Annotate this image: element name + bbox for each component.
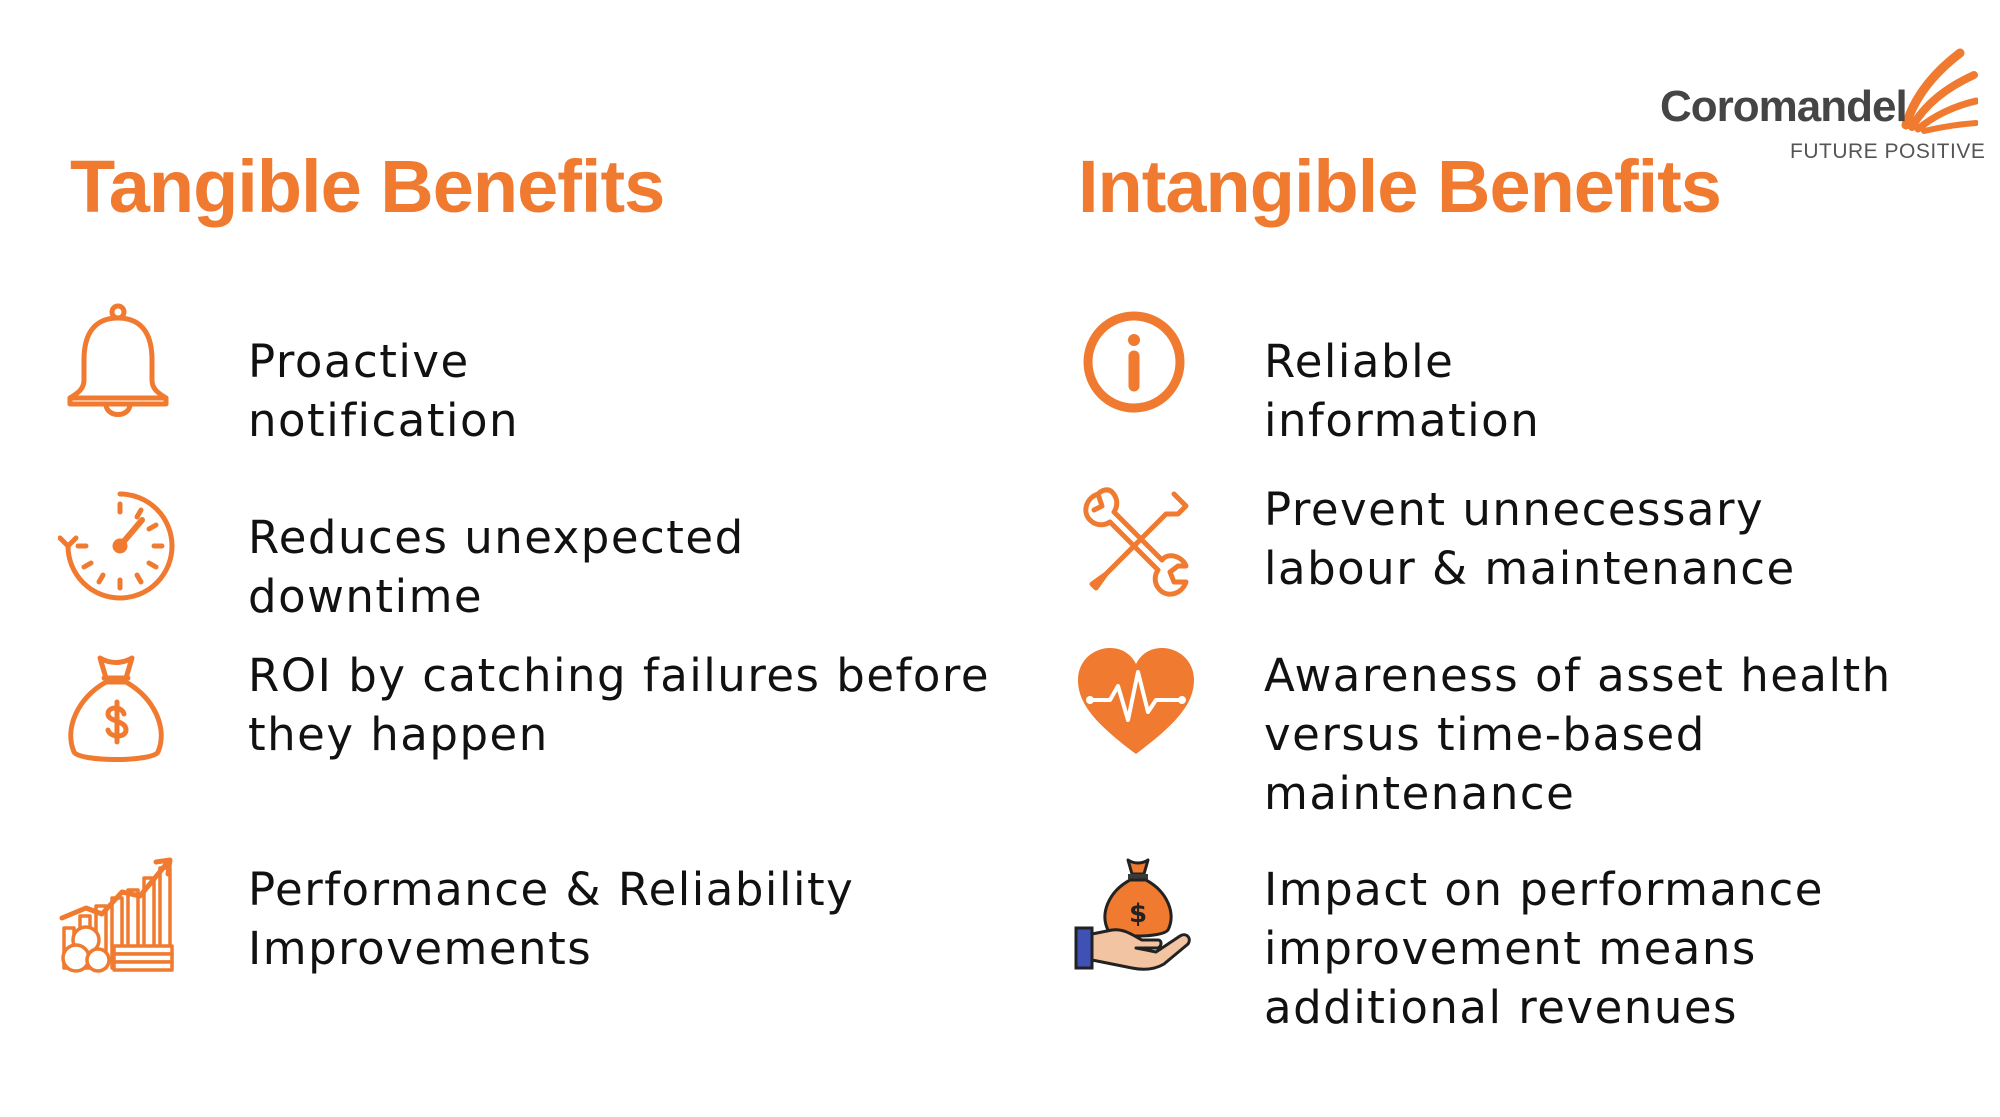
logo-wordmark: Coromandel (1660, 82, 1908, 131)
heart-pulse-icon (1076, 642, 1196, 762)
wrench-screwdriver-icon (1076, 484, 1196, 604)
growth-chart-coins-icon (56, 856, 176, 976)
benefit-roi-catching-failures: ROI by catching failures before they hap… (248, 649, 991, 761)
bell-icon (58, 302, 178, 422)
stopwatch-icon (58, 486, 178, 606)
benefit-reduces-downtime: Reduces unexpected downtime (248, 511, 745, 623)
sunrise-rays-icon (1901, 48, 1978, 134)
money-bag-icon (56, 648, 176, 768)
benefit-asset-health-awareness: Awareness of asset health versus time-ba… (1264, 649, 1892, 820)
benefit-prevent-labour: Prevent unnecessary labour & maintenance (1264, 483, 1796, 595)
intangible-benefits-heading: Intangible Benefits (1078, 145, 1722, 228)
logo-tagline: FUTURE POSITIVE (1790, 140, 1986, 163)
benefit-impact-revenues: Impact on performance improvement means … (1264, 863, 1824, 1034)
tangible-benefits-heading: Tangible Benefits (70, 145, 665, 228)
svg-text:$: $ (1129, 899, 1147, 929)
hand-money-bag-icon: $ (1072, 856, 1192, 976)
info-icon (1074, 302, 1194, 422)
benefit-performance-reliability: Performance & Reliability Improvements (248, 863, 855, 975)
coromandel-logo: Coromandel FUTURE POSITIVE (1660, 45, 1985, 170)
benefit-proactive-notification: Proactive notification (248, 335, 520, 447)
benefit-reliable-information: Reliable information (1264, 335, 1541, 447)
